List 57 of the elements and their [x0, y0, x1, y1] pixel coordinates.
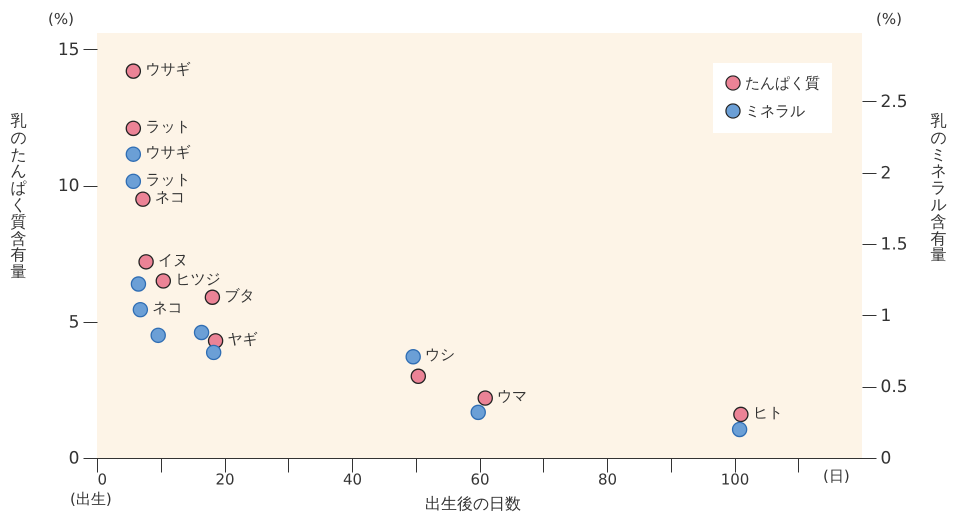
point	[126, 174, 142, 190]
data-label: ラット	[145, 117, 190, 136]
x-tick-label: 0	[98, 470, 108, 488]
point	[194, 324, 210, 340]
x-tick-label: 20	[215, 470, 235, 488]
point	[156, 273, 172, 289]
legend-label: ミネラル	[745, 102, 805, 120]
point	[478, 390, 493, 406]
data-label: ヒツジ	[175, 270, 220, 288]
point	[130, 276, 146, 292]
data-label: ブタ	[224, 286, 254, 304]
text: (%)	[48, 10, 74, 28]
data-label: イヌ	[158, 250, 188, 269]
data-label: ウサギ	[145, 60, 190, 78]
point	[733, 406, 749, 422]
point	[126, 63, 142, 79]
point	[405, 349, 421, 364]
x-tick-label: 100	[720, 470, 750, 488]
y-tick-label: 10	[58, 176, 80, 196]
y2-tick-label: 2	[880, 163, 892, 184]
x-tick-label: 60	[470, 470, 490, 488]
y2-tick-label: 2.5	[880, 92, 908, 112]
data-label: ウマ	[497, 387, 528, 406]
text: 乳のたんぱく質含有量	[10, 111, 26, 282]
text: (日)	[823, 467, 850, 486]
y2-tick-label: 0	[880, 448, 892, 468]
point	[126, 146, 142, 162]
x-tick-label: 40	[342, 470, 362, 488]
x-tick-label: 80	[598, 470, 618, 488]
y-tick-label: 0	[68, 448, 80, 468]
legend-label: たんぱく質	[745, 74, 820, 92]
y-tick-label: 5	[68, 312, 80, 332]
point	[410, 368, 426, 384]
text: (%)	[876, 10, 902, 28]
y-tick-label: 15	[58, 40, 80, 60]
point	[132, 302, 148, 318]
text: (出生)	[70, 490, 112, 509]
point	[150, 328, 166, 344]
data-label: ネコ	[154, 188, 185, 206]
y2-tick-label: 1	[880, 306, 892, 326]
point	[204, 290, 220, 305]
point	[470, 404, 486, 420]
data-label: ヒト	[752, 403, 783, 422]
data-label: ウシ	[425, 346, 456, 364]
point	[732, 422, 748, 438]
data-label: ラット	[145, 170, 190, 188]
x-axis-title: 出生後の日数	[425, 494, 521, 515]
data-label: ヤギ	[228, 330, 258, 348]
point	[126, 120, 142, 136]
data-label: ネコ	[152, 298, 182, 317]
point	[138, 254, 154, 270]
data-label: ウサギ	[145, 143, 190, 162]
y2-tick-label: 1.5	[880, 234, 908, 255]
point	[206, 344, 222, 360]
text: 乳のミネラル含有量	[930, 111, 946, 264]
y2-tick-label: 0.5	[880, 377, 908, 398]
point	[135, 191, 151, 207]
